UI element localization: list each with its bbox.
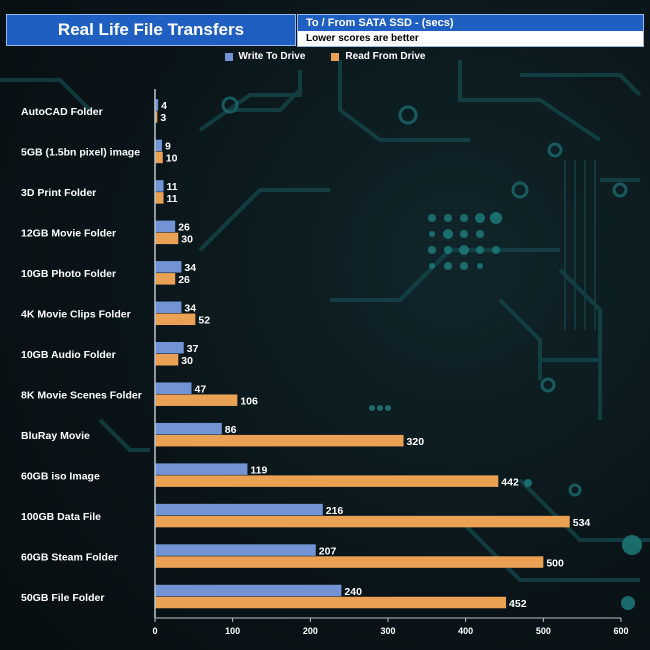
x-tick-label: 100: [225, 626, 240, 636]
category-label: 4K Movie Clips Folder: [21, 309, 131, 321]
x-tick-label: 600: [613, 626, 628, 636]
x-tick-label: 400: [458, 626, 473, 636]
write-bar: [155, 261, 182, 273]
category-label: 50GB File Folder: [21, 592, 104, 604]
read-bar: [155, 475, 499, 487]
write-value-label: 37: [187, 343, 199, 355]
category-label: 100GB Data File: [21, 511, 101, 523]
read-bar: [155, 232, 179, 245]
read-bar: [155, 313, 196, 326]
category-label: AutoCAD Folder: [21, 106, 103, 118]
category-label: 5GB (1.5bn pixel) image: [21, 147, 140, 159]
read-bar: [155, 111, 158, 123]
read-value-label: 30: [181, 234, 193, 246]
read-value-label: 106: [240, 395, 258, 407]
read-bar: [155, 434, 404, 447]
subtitle-panel: To / From SATA SSD - (secs) Lower scores…: [297, 14, 644, 47]
read-bar: [155, 596, 507, 609]
category-label: 3D Print Folder: [21, 187, 96, 199]
chart-subtitle: To / From SATA SSD - (secs): [298, 15, 643, 31]
category-label: 60GB iso Image: [21, 470, 100, 482]
read-value-label: 30: [181, 355, 193, 367]
legend-label-write: Write To Drive: [238, 51, 306, 62]
read-bar: [155, 354, 179, 366]
write-value-label: 216: [326, 505, 344, 517]
read-value-label: 320: [407, 436, 425, 448]
category-label: 8K Movie Scenes Folder: [21, 389, 142, 401]
x-tick-label: 500: [536, 626, 551, 636]
write-bar: [155, 382, 192, 394]
category-label: BluRay Movie: [21, 430, 90, 442]
read-value-label: 534: [573, 517, 591, 529]
read-bar: [155, 151, 163, 164]
write-value-label: 9: [165, 141, 171, 153]
legend-item-write: Write To Drive: [224, 51, 306, 62]
write-value-label: 4: [161, 100, 167, 112]
read-bar: [155, 273, 176, 285]
x-tick-label: 300: [380, 626, 395, 636]
legend-item-read: Read From Drive: [331, 51, 425, 62]
write-value-label: 86: [225, 424, 237, 436]
chart-title: Real Life File Transfers: [6, 14, 296, 46]
read-bar: [155, 394, 238, 406]
write-value-label: 47: [195, 383, 207, 395]
chart-title-text: Real Life File Transfers: [57, 20, 245, 39]
write-bar: [155, 180, 164, 192]
read-value-label: 10: [166, 153, 178, 165]
read-value-label: 442: [501, 476, 519, 488]
write-value-label: 26: [178, 222, 190, 234]
category-label: 12GB Movie Folder: [21, 228, 116, 240]
write-bar: [155, 544, 316, 556]
category-label: 10GB Audio Folder: [21, 349, 116, 361]
write-bar: [155, 503, 323, 516]
x-tick-label: 0: [152, 626, 157, 636]
read-value-label: 52: [198, 315, 210, 327]
write-bar: [155, 99, 159, 111]
write-bar: [155, 463, 248, 475]
legend-swatch-read: [331, 52, 340, 61]
x-tick-label: 200: [303, 626, 318, 636]
read-value-label: 452: [509, 598, 527, 610]
read-bar: [155, 515, 570, 528]
write-bar: [155, 301, 182, 314]
read-bar: [155, 192, 164, 204]
write-bar: [155, 139, 162, 152]
read-bar: [155, 556, 544, 568]
scoring-note: Lower scores are better: [298, 31, 643, 46]
legend: Write To Drive Read From Drive: [0, 51, 650, 62]
write-value-label: 207: [319, 545, 337, 557]
write-value-label: 34: [184, 262, 196, 274]
read-value-label: 3: [160, 112, 166, 124]
legend-label-read: Read From Drive: [345, 51, 426, 62]
read-value-label: 26: [178, 274, 190, 286]
category-label: 10GB Photo Folder: [21, 268, 116, 280]
write-bar: [155, 342, 184, 354]
legend-swatch-write: [224, 52, 233, 61]
read-value-label: 500: [546, 557, 564, 569]
write-value-label: 11: [167, 181, 178, 193]
write-value-label: 119: [250, 464, 267, 476]
write-bar: [155, 220, 176, 233]
write-bar: [155, 422, 222, 435]
read-value-label: 11: [167, 193, 178, 205]
write-value-label: 240: [344, 586, 362, 598]
category-label: 60GB Steam Folder: [21, 551, 118, 563]
write-value-label: 34: [184, 303, 196, 315]
write-bar: [155, 584, 342, 597]
